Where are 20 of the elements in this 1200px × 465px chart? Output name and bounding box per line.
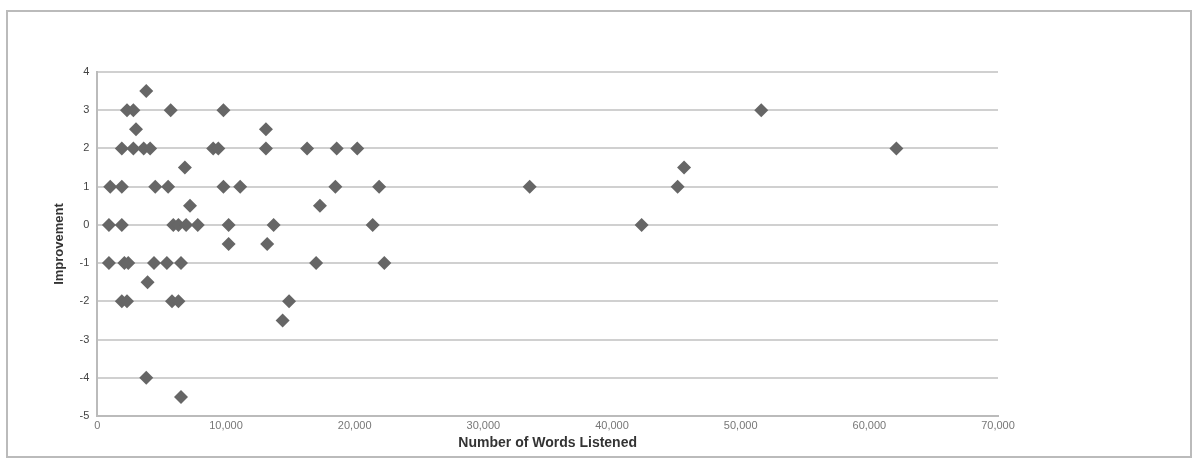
- x-tick-label: 20,000: [337, 418, 372, 431]
- y-tick-label: 2: [83, 141, 90, 154]
- y-tick-label: -5: [79, 409, 90, 422]
- x-tick-label: 10,000: [209, 418, 243, 431]
- y-tick-label: -3: [79, 332, 90, 345]
- y-tick-label: -1: [79, 256, 90, 269]
- y-tick-label: 3: [83, 103, 90, 116]
- y-tick-label: 0: [83, 217, 90, 230]
- x-tick-label: 40,000: [595, 418, 629, 431]
- y-tick-label: 1: [83, 179, 90, 192]
- x-tick-label: 60,000: [852, 418, 887, 431]
- x-axis-title: Number of Words Listened: [458, 434, 638, 451]
- y-tick-label: -4: [79, 370, 90, 383]
- x-tick-label: 30,000: [466, 418, 501, 431]
- x-tick-label: 50,000: [723, 418, 758, 431]
- x-tick-label: 70,000: [981, 418, 1015, 431]
- y-axis-title: Improvement: [51, 202, 67, 285]
- y-tick-label: 4: [83, 65, 90, 78]
- y-tick-label: -2: [79, 294, 90, 307]
- x-tick-label: 0: [94, 418, 101, 431]
